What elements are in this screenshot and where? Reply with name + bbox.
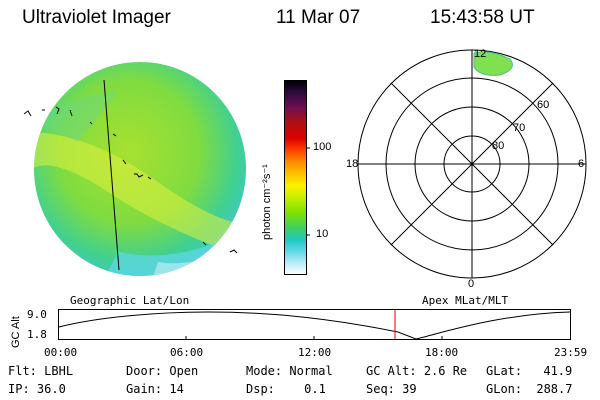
status-flt: Flt: LBHL (8, 364, 74, 378)
status-seq: Seq: 39 (366, 382, 417, 396)
orbit-altitude-timeline (58, 309, 571, 340)
y-tick-9: 9.0 (27, 308, 47, 321)
polar-lat-80: 80 (492, 140, 505, 152)
x-tick-1800: 18:00 (425, 346, 459, 359)
status-door: Door: Open (126, 364, 199, 378)
date-readout: 11 Mar 07 (276, 7, 361, 28)
status-glat: GLat: 41.9 (486, 364, 573, 378)
polar-mlt-plot (357, 49, 587, 279)
geographic-label: Geographic Lat/Lon (70, 294, 190, 307)
status-gain: Gain: 14 (126, 382, 184, 396)
auroral-region (473, 51, 513, 76)
x-tick-1200: 12:00 (298, 346, 332, 359)
polar-label-12: 12 (474, 48, 487, 60)
status-glon: GLon: 288.7 (486, 382, 573, 396)
polar-label-18: 18 (346, 158, 359, 170)
time-readout: 15:43:58 UT (430, 7, 535, 28)
x-tick-0600: 06:00 (170, 346, 204, 359)
status-ip: IP: 36.0 (8, 382, 66, 396)
polar-label-0: 0 (468, 278, 475, 290)
polar-label-6: 6 (578, 158, 585, 170)
colorbar-unit-label: photon cm⁻²s⁻¹ (261, 164, 273, 240)
gc-alt-axis-title: GC Alt (10, 316, 22, 348)
apex-label: Apex MLat/MLT (422, 294, 509, 307)
x-tick-2359: 23:59 (554, 346, 588, 359)
colorbar-tick-10: 10 (316, 228, 329, 240)
status-mode: Mode: Normal (246, 364, 333, 378)
geographic-earth-image (23, 62, 246, 276)
status-dsp: Dsp: 0.1 (246, 382, 326, 396)
color-scale-bar (284, 80, 310, 275)
y-tick-1-8: 1.8 (27, 328, 47, 341)
x-tick-0000: 00:00 (44, 346, 78, 359)
app-title: Ultraviolet Imager (22, 7, 171, 28)
polar-lat-70: 70 (513, 122, 526, 134)
polar-lat-60: 60 (537, 99, 550, 111)
colorbar-tick-100: 100 (313, 141, 332, 153)
status-gc-alt: GC Alt: 2.6 Re (366, 364, 468, 378)
coastline-marks (23, 106, 238, 254)
